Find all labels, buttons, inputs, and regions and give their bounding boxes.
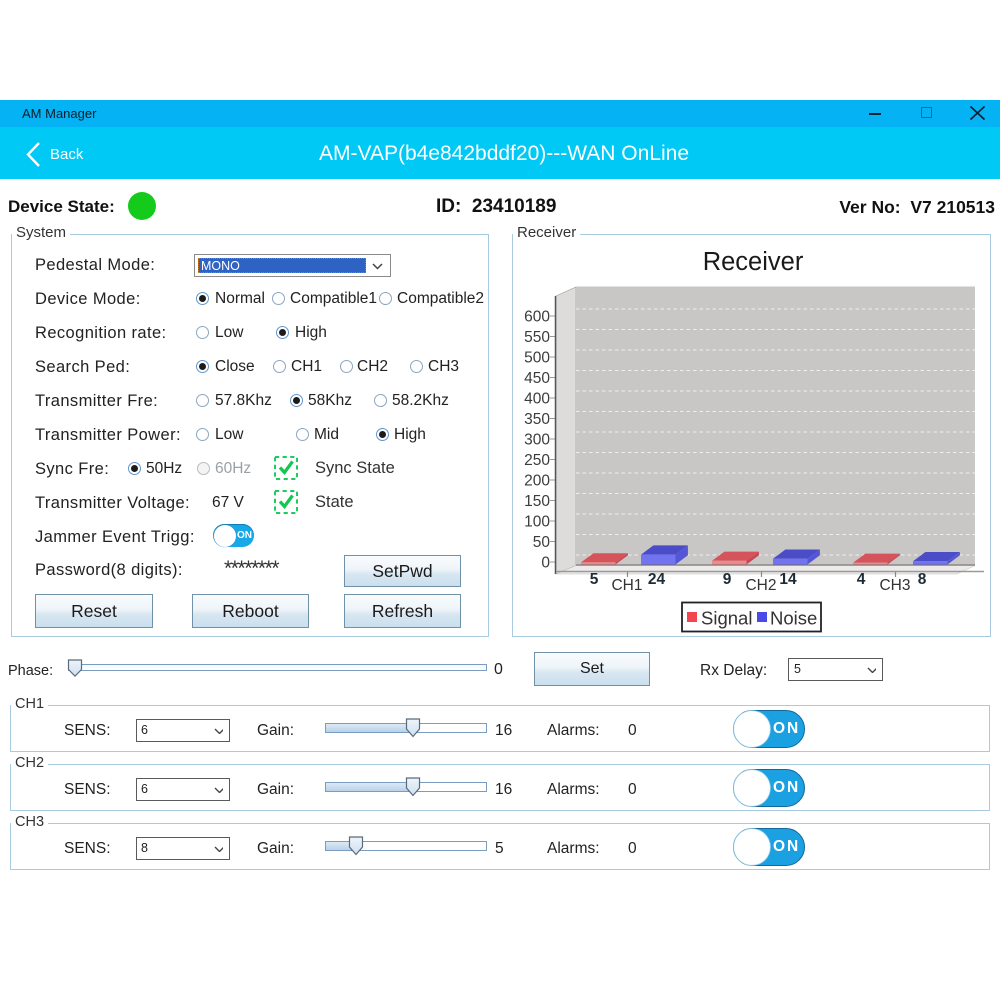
svg-text:600: 600 <box>524 309 550 326</box>
svg-text:24: 24 <box>648 571 666 588</box>
svg-text:5: 5 <box>590 571 599 588</box>
svg-text:200: 200 <box>524 473 550 490</box>
svg-text:CH3: CH3 <box>879 577 910 594</box>
svg-text:Noise: Noise <box>770 608 817 629</box>
svg-text:CH1: CH1 <box>611 577 642 594</box>
svg-text:14: 14 <box>779 571 797 588</box>
svg-text:CH2: CH2 <box>745 577 776 594</box>
svg-text:550: 550 <box>524 329 550 346</box>
svg-text:100: 100 <box>524 514 550 531</box>
svg-text:8: 8 <box>918 571 927 588</box>
svg-text:9: 9 <box>723 571 732 588</box>
svg-text:400: 400 <box>524 391 550 408</box>
svg-text:Receiver: Receiver <box>703 248 804 276</box>
svg-text:250: 250 <box>524 452 550 469</box>
svg-text:300: 300 <box>524 432 550 449</box>
svg-text:450: 450 <box>524 370 550 387</box>
svg-text:500: 500 <box>524 350 550 367</box>
svg-text:Signal: Signal <box>701 608 752 629</box>
svg-text:150: 150 <box>524 493 550 510</box>
svg-text:4: 4 <box>857 571 866 588</box>
svg-text:50: 50 <box>533 534 551 551</box>
svg-text:0: 0 <box>541 555 550 572</box>
svg-text:350: 350 <box>524 411 550 428</box>
